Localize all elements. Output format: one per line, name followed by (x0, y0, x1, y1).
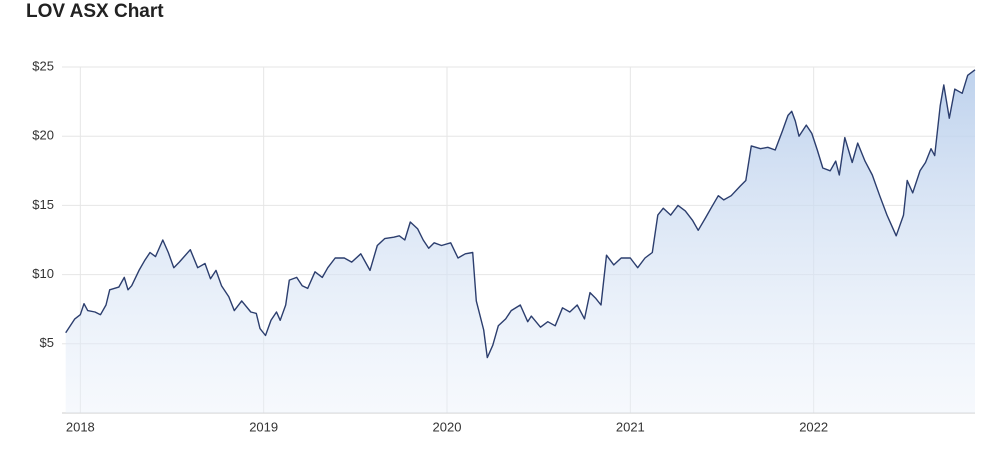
x-tick-label: 2022 (799, 419, 828, 434)
chart-title: LOV ASX Chart (26, 1, 164, 22)
x-tick-label: 2019 (249, 419, 278, 434)
y-tick-label: $20 (32, 128, 54, 143)
y-tick-label: $15 (32, 197, 54, 212)
area-fill (65, 69, 975, 414)
price-line (65, 69, 976, 359)
y-tick-label: $10 (32, 266, 54, 281)
y-tick-label: $25 (32, 58, 54, 73)
x-tick-label: 2020 (433, 419, 462, 434)
x-tick-label: 2021 (616, 419, 645, 434)
x-tick-label: 2018 (66, 419, 95, 434)
y-tick-label: $5 (40, 335, 54, 350)
